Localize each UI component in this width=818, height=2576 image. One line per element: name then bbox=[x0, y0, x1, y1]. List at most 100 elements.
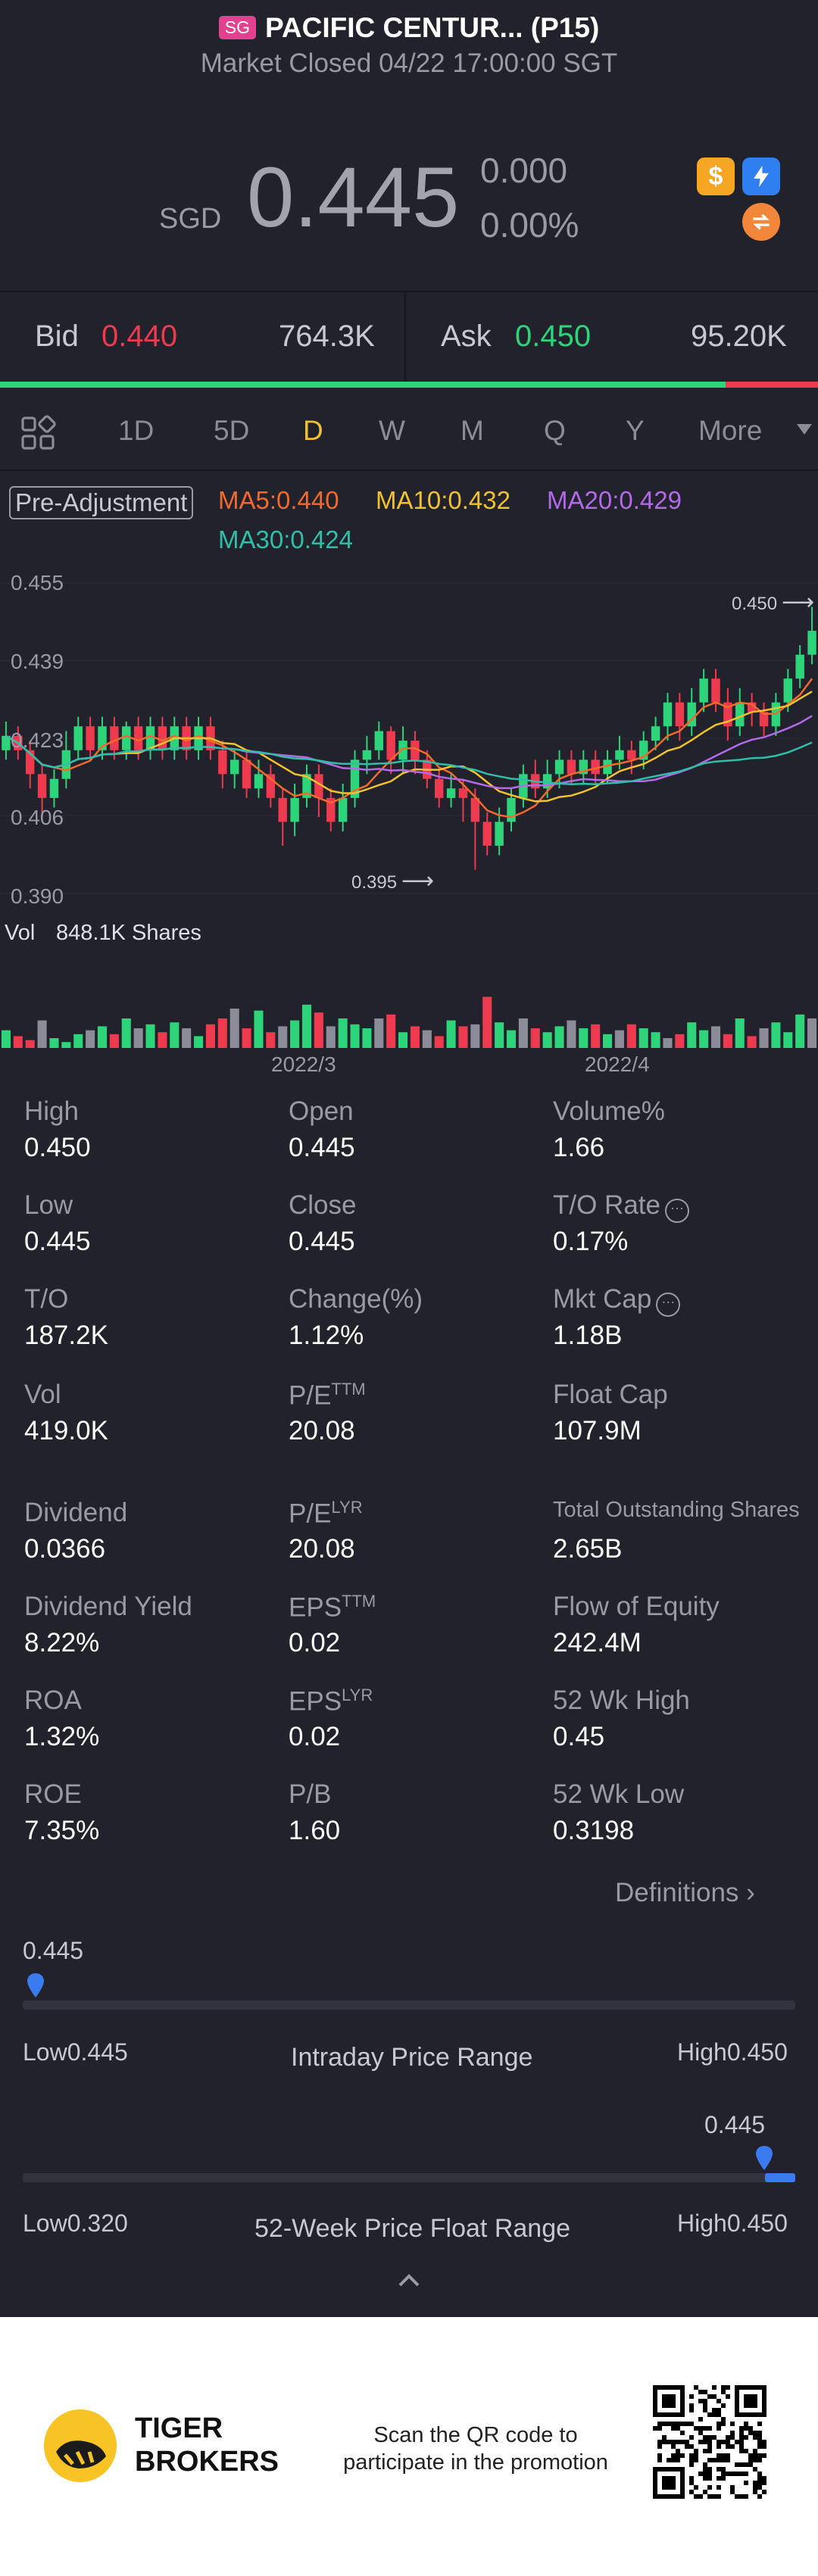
tab-1d[interactable]: 1D bbox=[118, 415, 155, 446]
qr-module bbox=[662, 2435, 667, 2440]
stat-label-text: Change(%) bbox=[289, 1284, 423, 1314]
qr-module bbox=[680, 2422, 685, 2426]
stat-value: 0.0366 bbox=[24, 1534, 106, 1564]
qr-module bbox=[753, 2458, 757, 2462]
chevron-down-icon[interactable] bbox=[797, 424, 812, 435]
stat-label-text: EPS bbox=[289, 1686, 342, 1717]
volume-bar bbox=[591, 1024, 601, 1048]
tab-d[interactable]: D bbox=[303, 415, 323, 446]
qr-module bbox=[703, 2490, 707, 2494]
qr-module bbox=[757, 2494, 762, 2499]
stat-value: 20.08 bbox=[289, 1416, 355, 1445]
bid-volume: 764.3K bbox=[279, 320, 375, 353]
qr-module bbox=[703, 2449, 707, 2453]
qr-module bbox=[671, 2422, 676, 2426]
ask-label: Ask bbox=[441, 320, 492, 353]
qr-module bbox=[721, 2453, 726, 2458]
stat-value: 107.9M bbox=[553, 1416, 642, 1445]
stat-value: 0.445 bbox=[289, 1227, 355, 1256]
stock-title: SG PACIFIC CENTUR... (P15) bbox=[0, 12, 818, 44]
qr-module bbox=[676, 2422, 680, 2426]
stat-label-text: ROA bbox=[24, 1686, 82, 1715]
stat-label: Open bbox=[289, 1096, 354, 1127]
qr-module bbox=[739, 2426, 744, 2431]
arrow-right-icon: ⟶ bbox=[401, 869, 435, 893]
tab-y[interactable]: Y bbox=[626, 415, 645, 446]
candle-body bbox=[314, 774, 323, 798]
brand-line1: TIGER bbox=[135, 2412, 223, 2444]
qr-module bbox=[712, 2385, 717, 2390]
volume-bar bbox=[579, 1028, 589, 1048]
qr-module bbox=[667, 2458, 671, 2462]
volume-bar bbox=[13, 1036, 23, 1048]
definitions-link[interactable]: Definitions › bbox=[615, 1878, 755, 1908]
qr-module bbox=[653, 2426, 657, 2431]
qr-module bbox=[757, 2485, 762, 2490]
lightning-icon[interactable] bbox=[742, 157, 780, 195]
stat-label-text: High bbox=[24, 1096, 79, 1126]
adjustment-toggle[interactable]: Pre-Adjustment bbox=[9, 486, 194, 519]
qr-module bbox=[717, 2476, 721, 2481]
volume-bar bbox=[182, 1028, 192, 1048]
candle-body bbox=[747, 702, 757, 713]
stat-value: 1.60 bbox=[289, 1816, 341, 1845]
volume-bar bbox=[254, 1010, 264, 1048]
tab-q[interactable]: Q bbox=[544, 415, 566, 446]
volume-bar bbox=[723, 1034, 732, 1048]
qr-module bbox=[721, 2472, 726, 2476]
qr-module bbox=[707, 2412, 712, 2417]
candlestick-chart[interactable] bbox=[0, 560, 818, 916]
qr-module bbox=[739, 2472, 744, 2476]
stat-label: Dividend bbox=[24, 1498, 127, 1528]
candle-body bbox=[73, 726, 83, 750]
candle-body bbox=[591, 759, 600, 775]
volume-bar bbox=[350, 1024, 360, 1048]
chevron-up-icon[interactable] bbox=[394, 2269, 424, 2290]
last-price: 0.445 bbox=[247, 150, 460, 245]
qr-module bbox=[694, 2458, 698, 2462]
tab-w[interactable]: W bbox=[379, 415, 405, 446]
bid-label: Bid bbox=[35, 320, 79, 353]
qr-module bbox=[748, 2453, 753, 2458]
volume-bar bbox=[217, 1018, 227, 1048]
qr-code[interactable] bbox=[653, 2385, 766, 2499]
candle-body bbox=[759, 712, 769, 727]
stat-label-text: Open bbox=[289, 1096, 354, 1126]
tab-m[interactable]: M bbox=[461, 415, 484, 446]
ma20-label: MA20:0.429 bbox=[547, 486, 682, 514]
stat-label-text: P/E bbox=[289, 1499, 332, 1529]
volume-bar bbox=[86, 1030, 95, 1048]
stat-label: High bbox=[24, 1096, 79, 1127]
volume-bar bbox=[458, 1026, 468, 1048]
qr-module bbox=[703, 2467, 707, 2472]
qr-module bbox=[689, 2444, 694, 2449]
dollar-icon[interactable]: $ bbox=[697, 157, 735, 195]
candle-body bbox=[627, 750, 636, 760]
stat-label: P/B bbox=[289, 1779, 331, 1810]
stat-value: 1.12% bbox=[289, 1321, 364, 1350]
tab-more[interactable]: More bbox=[698, 415, 763, 446]
candle-body bbox=[542, 774, 552, 789]
qr-module bbox=[744, 2426, 748, 2431]
candle-body bbox=[567, 759, 576, 775]
volume-bar bbox=[301, 1004, 312, 1048]
candle-body bbox=[86, 726, 95, 750]
tab-5d[interactable]: 5D bbox=[214, 415, 250, 446]
stat-value: 0.02 bbox=[289, 1628, 341, 1658]
x-label-april: 2022/4 bbox=[585, 1053, 650, 1076]
stat-value: 419.0K bbox=[24, 1416, 108, 1445]
exchange-icon[interactable] bbox=[742, 203, 780, 241]
promo-footer: TIGER BROKERS Scan the QR code to partic… bbox=[0, 2317, 818, 2576]
qr-module bbox=[712, 2494, 717, 2499]
layout-grid-icon[interactable] bbox=[20, 415, 56, 451]
qr-module bbox=[698, 2440, 703, 2444]
info-icon[interactable]: ··· bbox=[656, 1293, 681, 1317]
info-icon[interactable]: ··· bbox=[664, 1199, 689, 1223]
qr-module bbox=[707, 2449, 712, 2453]
week52-range-track bbox=[23, 2173, 795, 2182]
qr-module bbox=[721, 2385, 726, 2390]
qr-module bbox=[757, 2431, 762, 2435]
stat-label-text: Dividend Yield bbox=[24, 1592, 192, 1621]
volume-bar bbox=[73, 1034, 83, 1048]
volume-bar bbox=[675, 1034, 685, 1048]
